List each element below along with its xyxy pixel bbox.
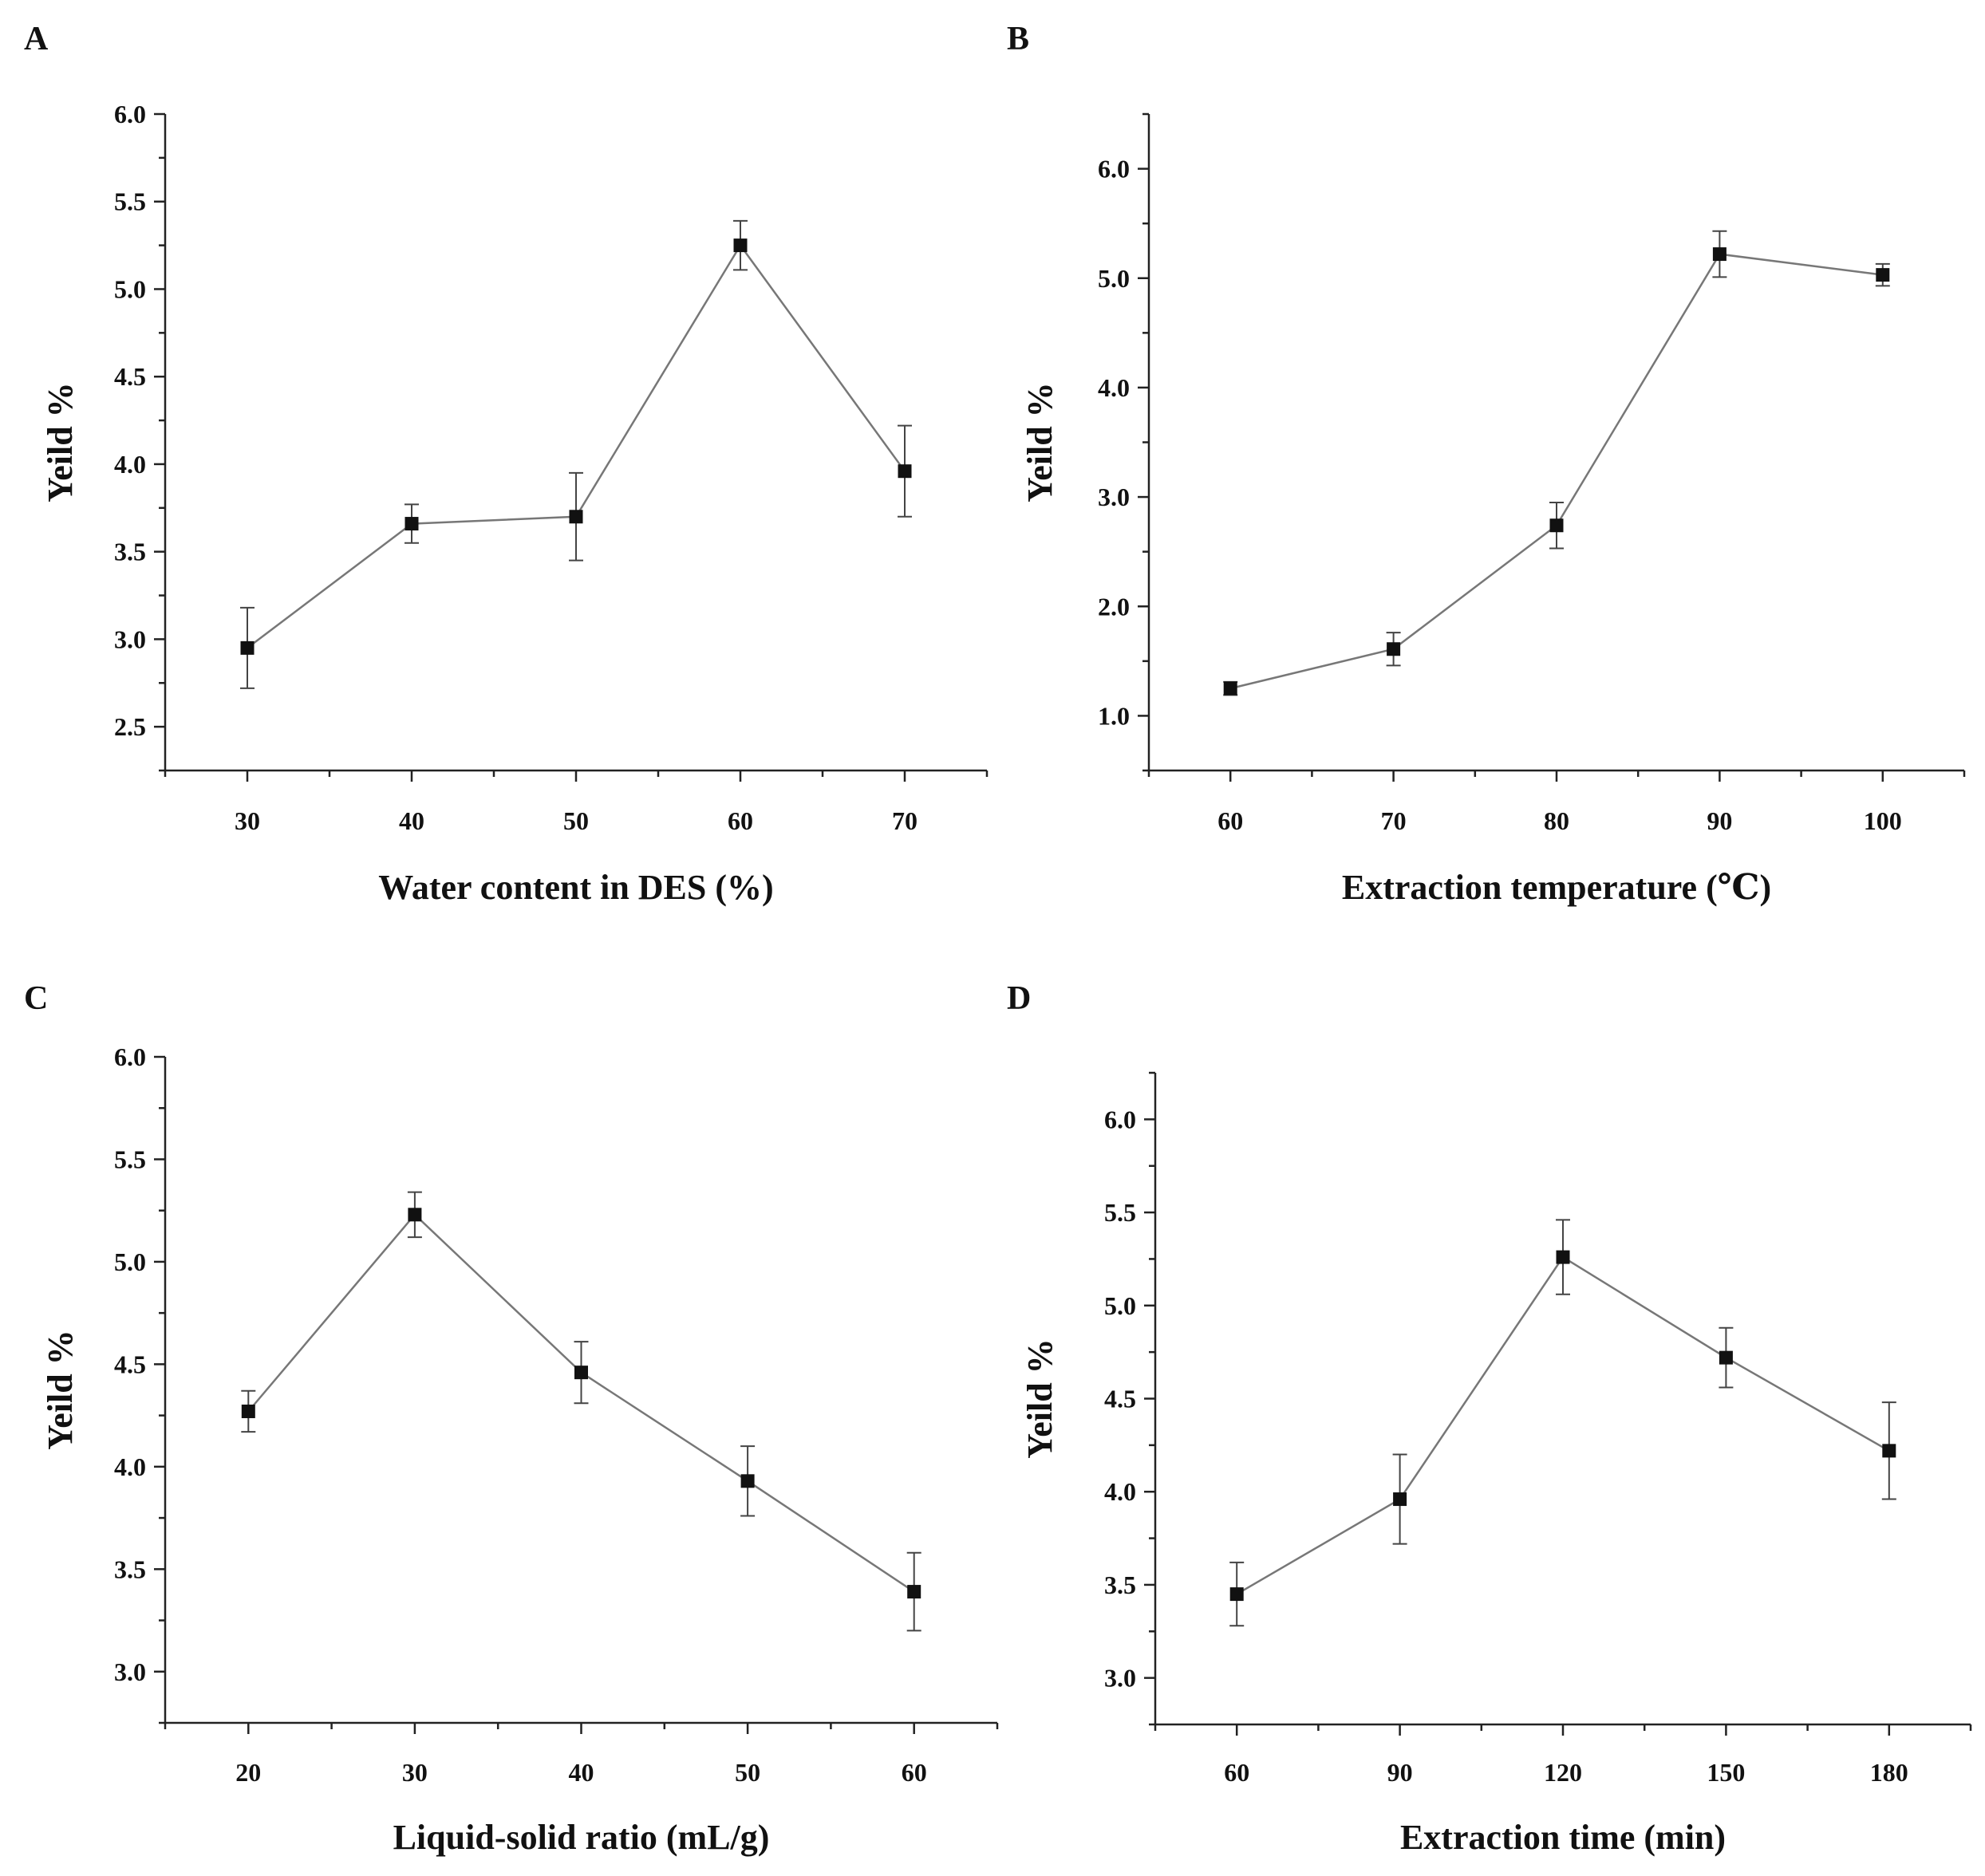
x-tick-label-b: 60: [1217, 806, 1243, 835]
x-tick-label-d: 150: [1707, 1758, 1745, 1787]
data-point-a: [240, 640, 255, 655]
panel-d: D 3.0 3.5 4.0 4.5 5.0 5.5 6.0 60 90 120 150 180 Extra…: [1007, 980, 1972, 1857]
data-point-c: [241, 1404, 255, 1418]
y-axis-title-d: Yeild %: [1020, 1338, 1060, 1458]
y-axis-title-c: Yeild %: [41, 1330, 80, 1449]
series-line-d: [1236, 1255, 1890, 1595]
series-line-b: [1229, 253, 1883, 690]
y-tick-label-d: 5.0: [1104, 1291, 1136, 1320]
x-tick-label-c: 40: [569, 1758, 594, 1787]
y-tick-label-a: 3.5: [114, 538, 146, 566]
y-tick-label-c: 6.0: [114, 1042, 146, 1071]
x-tick-label-c: 20: [235, 1758, 261, 1787]
series-line-a: [247, 243, 906, 649]
y-tick-label-a: 5.5: [114, 187, 146, 216]
y-tick-label-c: 4.5: [114, 1350, 146, 1378]
x-tick-label-b: 70: [1381, 806, 1407, 835]
x-axis-title-a: Water content in DES (%): [378, 868, 773, 907]
x-axis-title-b: Extraction temperature (℃): [1342, 868, 1771, 907]
y-tick-label-b: 1.0: [1098, 701, 1130, 730]
y-tick-label-a: 6.0: [114, 100, 146, 128]
y-tick-label-d: 6.0: [1104, 1105, 1136, 1133]
y-tick-label-b: 6.0: [1098, 155, 1130, 183]
data-point-c: [574, 1366, 588, 1380]
data-point-d: [1882, 1444, 1896, 1458]
panel-letter-b: B: [1007, 21, 1029, 57]
y-tick-label-d: 3.5: [1104, 1571, 1136, 1599]
y-tick-label-a: 4.0: [114, 450, 146, 479]
x-tick-label-d: 90: [1387, 1758, 1413, 1787]
x-tick-label-d: 120: [1544, 1758, 1582, 1787]
y-tick-label-c: 3.0: [114, 1657, 146, 1686]
data-point-b: [1549, 518, 1564, 533]
data-point-a: [569, 510, 583, 524]
panel-letter-a: A: [24, 21, 49, 57]
y-tick-label-d: 3.0: [1104, 1664, 1136, 1693]
data-point-c: [740, 1474, 755, 1488]
y-tick-label-a: 2.5: [114, 712, 146, 741]
data-point-d: [1556, 1250, 1570, 1264]
x-tick-label-a: 70: [892, 806, 918, 835]
y-tick-label-d: 4.0: [1104, 1477, 1136, 1506]
y-tick-label-a: 5.0: [114, 274, 146, 303]
data-point-a: [404, 517, 419, 531]
x-tick-label-c: 60: [902, 1758, 927, 1787]
x-tick-label-a: 30: [235, 806, 260, 835]
y-tick-label-b: 4.0: [1098, 373, 1130, 402]
data-point-d: [1229, 1587, 1244, 1602]
y-tick-label-c: 3.5: [114, 1555, 146, 1583]
y-tick-label-b: 3.0: [1098, 483, 1130, 511]
data-point-d: [1719, 1350, 1733, 1365]
y-tick-label-a: 3.0: [114, 625, 146, 653]
data-point-c: [408, 1208, 422, 1222]
panel-c: C 3.0 3.5 4.0 4.5 5.0 5.5 6.0 20 30 40 50 60 Liquid-s…: [24, 980, 999, 1857]
data-point-a: [733, 238, 748, 253]
x-tick-label-b: 90: [1707, 806, 1732, 835]
data-point-c: [907, 1585, 921, 1599]
x-tick-label-c: 30: [402, 1758, 428, 1787]
y-tick-label-d: 4.5: [1104, 1385, 1136, 1413]
data-point-b: [1387, 642, 1401, 656]
x-tick-label-a: 60: [728, 806, 753, 835]
x-axis-title-c: Liquid-solid ratio (mL/g): [393, 1818, 770, 1857]
data-point-b: [1712, 247, 1727, 262]
x-tick-label-b: 80: [1544, 806, 1569, 835]
panel-a: A 2.5 3.0 3.5 4.0 4.5 5.0 5.5 6.0 30 40 50 60 70 Water…: [24, 21, 989, 907]
y-tick-label-b: 2.0: [1098, 592, 1130, 621]
y-tick-label-c: 5.5: [114, 1145, 146, 1173]
y-tick-label-b: 5.0: [1098, 264, 1130, 293]
y-axis-title-b: Yeild %: [1020, 382, 1060, 502]
x-tick-label-c: 50: [735, 1758, 760, 1787]
y-tick-label-c: 4.0: [114, 1452, 146, 1481]
x-tick-label-a: 40: [399, 806, 424, 835]
x-tick-label-d: 60: [1224, 1758, 1249, 1787]
y-tick-label-d: 5.5: [1104, 1198, 1136, 1227]
data-point-a: [898, 464, 912, 479]
x-tick-label-d: 180: [1870, 1758, 1908, 1787]
data-point-b: [1876, 268, 1890, 282]
panel-b: B 1.0 2.0 3.0 4.0 5.0 6.0 60 70 80 90 100 Extraction…: [1007, 21, 1966, 907]
y-tick-label-a: 4.5: [114, 362, 146, 391]
x-axis-title-d: Extraction time (min): [1400, 1818, 1726, 1857]
data-point-b: [1223, 681, 1237, 696]
x-tick-label-b: 100: [1864, 806, 1902, 835]
panel-letter-d: D: [1007, 980, 1031, 1017]
y-tick-label-c: 5.0: [114, 1247, 146, 1276]
y-axis-title-a: Yeild %: [41, 382, 80, 502]
data-point-d: [1393, 1492, 1407, 1507]
x-tick-label-a: 50: [563, 806, 589, 835]
panel-letter-c: C: [24, 980, 48, 1017]
